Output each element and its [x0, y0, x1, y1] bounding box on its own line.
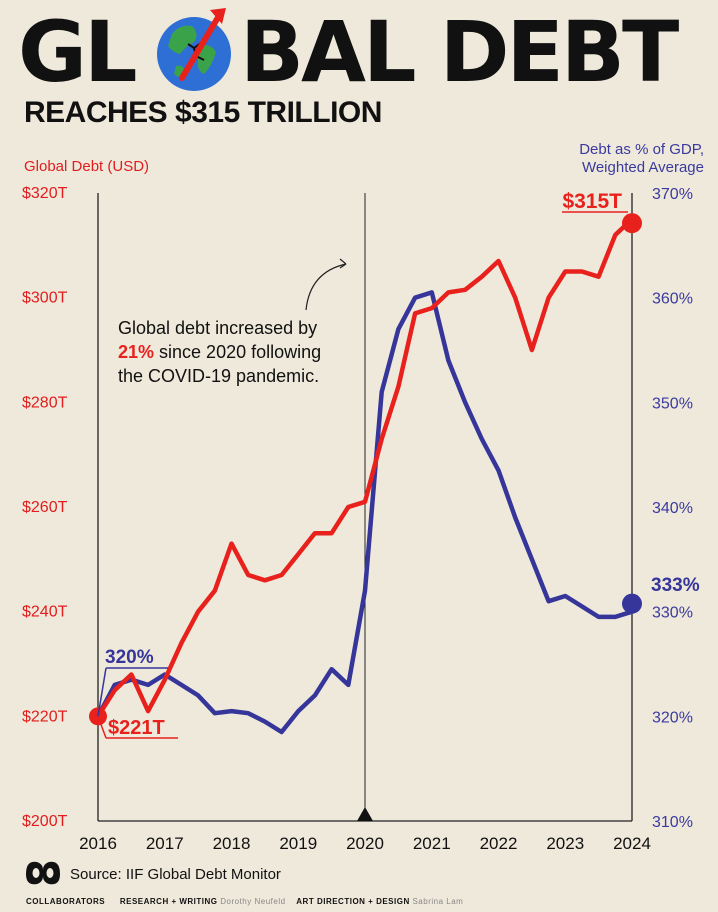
- annotation-arrowhead: [339, 258, 347, 269]
- title-left: GL: [18, 3, 137, 101]
- annotation-line3: the COVID-19 pandemic.: [118, 366, 319, 386]
- left-tick-label: $200T: [22, 813, 68, 830]
- debt-end-label: $315T: [562, 190, 622, 213]
- source-note: Source: IIF Global Debt Monitor: [70, 866, 281, 883]
- credits-art-name: Sabrina Lam: [412, 897, 464, 906]
- gdp-start-leader: [97, 667, 107, 717]
- global-debt-line: [95, 216, 635, 719]
- x-tick-label: 2019: [279, 834, 317, 853]
- credits-art-label: ART DIRECTION + DESIGN: [296, 897, 410, 906]
- gdp-end-label: 333%: [651, 575, 700, 596]
- x-tick-label: 2017: [146, 834, 184, 853]
- credits-research-name: Dorothy Neufeld: [220, 897, 286, 906]
- left-tick-label: $320T: [22, 185, 68, 202]
- left-tick-label: $260T: [22, 499, 68, 516]
- debt-start-label: $221T: [108, 717, 165, 739]
- covid-marker-triangle: [357, 807, 373, 821]
- left-tick-label: $240T: [22, 604, 68, 621]
- right-tick-label: 370%: [652, 186, 693, 203]
- x-axis-ticks: 2016 2017 2018 2019 2020 2021 2022 2023 2024: [79, 834, 651, 853]
- right-axis-title: Debt as % of GDP, Weighted Average: [504, 141, 704, 177]
- left-axis-ticks: $320T $300T $280T $260T $240T $220T $200T: [22, 185, 68, 830]
- collaborators-logo-icon: [26, 861, 60, 885]
- credits-collab: COLLABORATORS: [26, 897, 106, 906]
- debt-start-leader: [97, 716, 107, 739]
- right-tick-label: 350%: [652, 395, 693, 412]
- subtitle: REACHES $315 TRILLION: [24, 96, 382, 129]
- right-tick-label: 360%: [652, 291, 693, 308]
- debt-end-dot: [622, 213, 642, 234]
- right-axis-title-line1: Debt as % of GDP,: [579, 141, 704, 158]
- annotation-arrow: [305, 263, 347, 311]
- series-lines: [89, 213, 642, 735]
- credits: COLLABORATORS RESEARCH + WRITING Dorothy…: [26, 897, 471, 906]
- right-tick-label: 320%: [652, 709, 693, 726]
- chart-frame: [97, 193, 633, 822]
- annotation-line1: Global debt increased by: [118, 318, 317, 338]
- gdp-start-label: 320%: [105, 647, 154, 668]
- x-tick-label: 2020: [346, 834, 384, 853]
- credits-research-label: RESEARCH + WRITING: [119, 897, 218, 906]
- right-axis-ticks: 370% 360% 350% 340% 330% 320% 310%: [652, 186, 693, 831]
- title-right: BAL DEBT: [240, 3, 679, 101]
- chart-annotation: Global debt increased by 21% since 2020 f…: [118, 258, 347, 386]
- x-tick-label: 2021: [413, 834, 451, 853]
- left-axis-title: Global Debt (USD): [24, 158, 150, 175]
- right-tick-label: 340%: [652, 500, 693, 517]
- gdp-end-dot: [622, 593, 642, 614]
- x-tick-label: 2016: [79, 834, 117, 853]
- annotation-highlight: 21%: [118, 342, 154, 362]
- right-tick-label: 310%: [652, 814, 693, 831]
- left-tick-label: $220T: [22, 708, 68, 725]
- globe-icon: [157, 8, 231, 91]
- left-tick-label: $300T: [22, 290, 68, 307]
- right-tick-label: 330%: [652, 605, 693, 622]
- end-labels: 320% $221T $315T 333%: [97, 190, 700, 739]
- annotation-line2-rest: since 2020 following: [154, 342, 321, 362]
- annotation-line2: 21% since 2020 following: [118, 342, 321, 362]
- gdp-ratio-line: [95, 290, 635, 735]
- x-tick-label: 2018: [213, 834, 251, 853]
- left-tick-label: $280T: [22, 394, 68, 411]
- x-tick-label: 2022: [480, 834, 518, 853]
- right-axis-title-line2: Weighted Average: [581, 159, 704, 176]
- x-tick-label: 2023: [546, 834, 584, 853]
- x-tick-label: 2024: [613, 834, 651, 853]
